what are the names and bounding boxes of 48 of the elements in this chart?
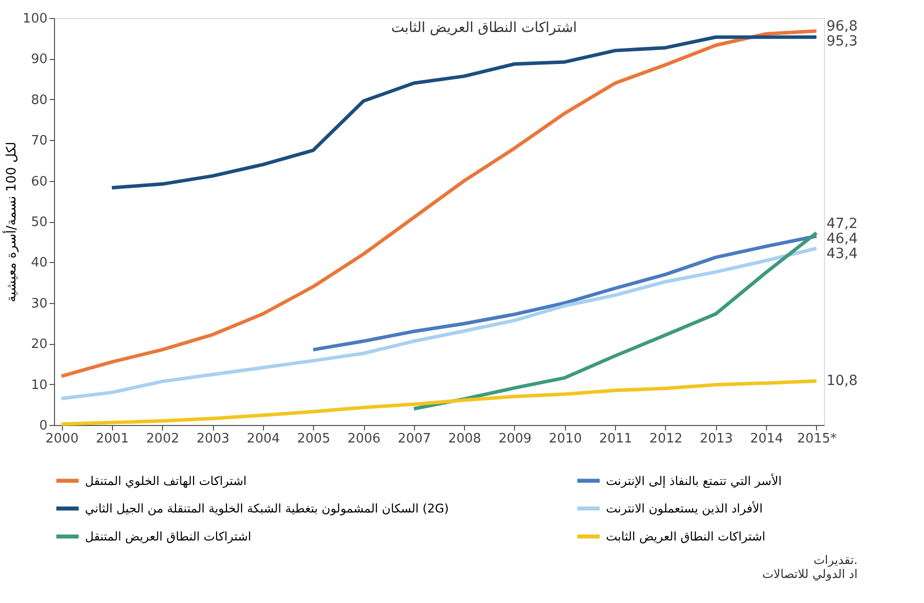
legend-label: الأسر التي تتمتع بالنفاذ إلى الإنترنت bbox=[606, 472, 782, 488]
line-series bbox=[60, 246, 818, 400]
x-tick-label: 2002 bbox=[146, 432, 180, 446]
y-tick-label: 10 bbox=[30, 378, 48, 393]
legend-label: اشتراكات الهاتف الخلوي المتنقل bbox=[85, 474, 247, 488]
x-tick-label: 2001 bbox=[96, 432, 129, 446]
y-tick-label: 30 bbox=[30, 296, 48, 312]
x-tick-label: 2010 bbox=[548, 432, 582, 446]
y-axis-title: لكل 100 نسمة/أسرة معيشية bbox=[2, 142, 20, 302]
x-tick-label: 2005 bbox=[297, 432, 330, 446]
x-tick-label: 2006 bbox=[347, 432, 381, 446]
x-tick-label: 2007 bbox=[398, 432, 431, 446]
y-tick-label: 60 bbox=[30, 174, 48, 190]
text: اد الدولي للاتصالات bbox=[762, 567, 858, 581]
data-label: 10,8 bbox=[826, 373, 858, 390]
line-series bbox=[60, 379, 818, 426]
data-label: 43,4 bbox=[826, 246, 858, 262]
line-series bbox=[412, 231, 818, 410]
text: تقديرات. bbox=[813, 553, 858, 567]
x-tick-label: 2000 bbox=[46, 432, 79, 446]
x-tick-label: 2004 bbox=[246, 432, 280, 446]
x-tick-label: 2009 bbox=[498, 432, 532, 446]
y-tick-label: 20 bbox=[30, 337, 48, 352]
data-label: 96,8 bbox=[826, 18, 858, 35]
x-tick-label: 2014 bbox=[750, 432, 784, 446]
data-label: 47,2 bbox=[826, 216, 858, 232]
legend-label: الأفراد الذين يستعملون الانترنت bbox=[606, 500, 763, 516]
x-tick-label: 2008 bbox=[448, 432, 482, 446]
x-tick-label: 2012 bbox=[649, 432, 683, 446]
y-tick-label: 50 bbox=[30, 215, 48, 230]
legend-label: السكان المشمولون بتغطية الشبكة الخلوية المتنقلة من الجيل الثاني (2G) bbox=[85, 502, 449, 516]
data-label: 46,4 bbox=[826, 231, 858, 248]
legend-label: اشتراكات النطاق العريض الثابت bbox=[606, 530, 766, 544]
y-tick-label: 70 bbox=[30, 134, 48, 149]
line-series bbox=[110, 35, 818, 190]
y-tick-label: 80 bbox=[30, 92, 48, 108]
legend-label: اشتراكات النطاق العريض المتنقل bbox=[85, 530, 252, 544]
y-tick-label: 90 bbox=[30, 52, 48, 68]
annotation: اشتراكات النطاق العريض الثابت bbox=[391, 20, 577, 36]
x-tick-label: 2003 bbox=[196, 432, 230, 446]
x-tick-label: 2013 bbox=[700, 432, 733, 446]
line-series bbox=[311, 234, 818, 352]
x-tick-label: 2015* bbox=[797, 432, 838, 446]
x-tick-label: 2011 bbox=[599, 432, 632, 446]
y-tick-label: 0 bbox=[39, 418, 48, 434]
data-label: 95,3 bbox=[826, 34, 858, 50]
y-tick-label: 100 bbox=[22, 12, 48, 26]
y-tick-label: 40 bbox=[30, 256, 48, 271]
